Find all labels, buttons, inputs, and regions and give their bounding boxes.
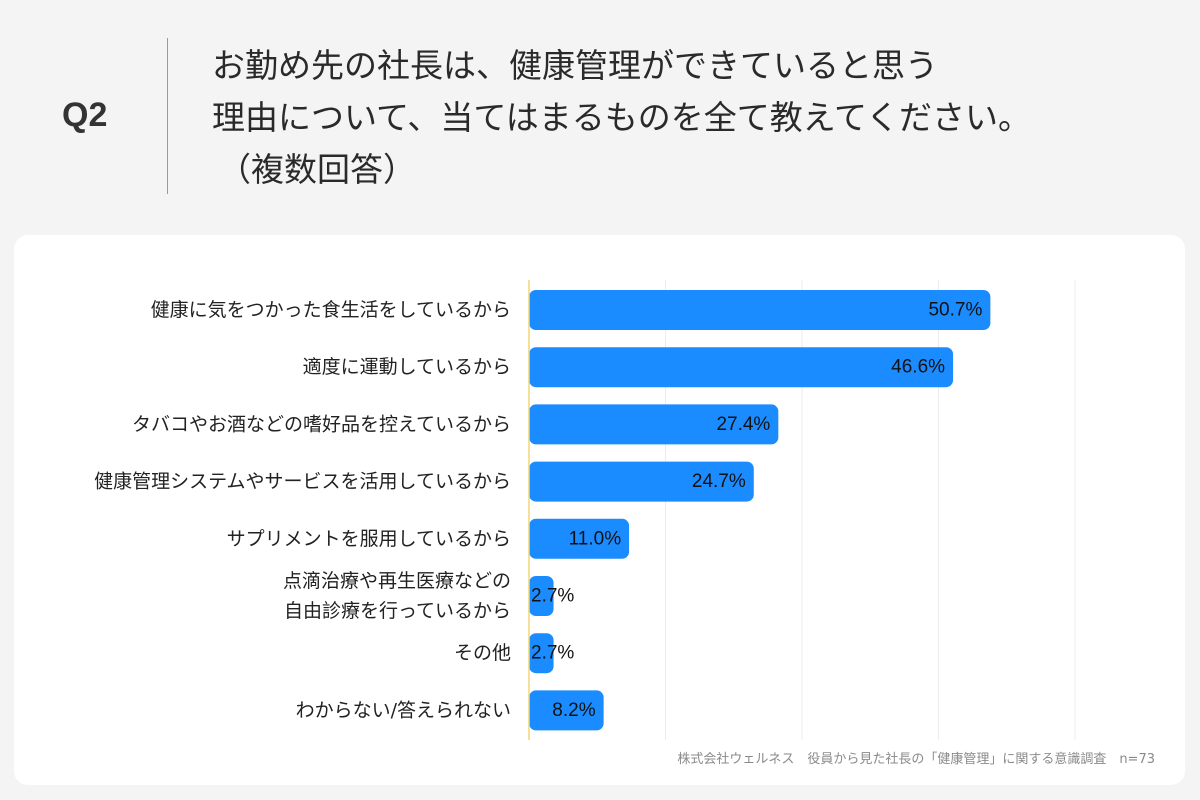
value-label: 27.4%: [716, 414, 770, 435]
bar: [529, 576, 554, 616]
category-label: 健康管理システムやサービスを活用しているから: [94, 471, 511, 493]
bar: [529, 633, 554, 674]
question-text: お勤め先の社長は、健康管理ができていると思う 理由について、当てはまるものを全て…: [212, 40, 1172, 196]
value-label: 2.7%: [531, 586, 574, 607]
chart-card: 健康に気をつかった食生活をしているから 50.7% 適度に運動しているから 46.6%…: [14, 235, 1185, 785]
value-label: 24.7%: [692, 471, 746, 492]
value-label: 50.7%: [928, 300, 982, 321]
category-label: 適度に運動しているから: [303, 356, 511, 378]
value-label: 2.7%: [531, 643, 574, 664]
category-label: その他: [454, 642, 511, 664]
bar-chart: 健康に気をつかった食生活をしているから 50.7% 適度に運動しているから 46.6%…: [94, 280, 1076, 740]
bar: [529, 518, 630, 559]
category-label: 自由診療を行っているから: [284, 600, 511, 622]
value-label: 11.0%: [569, 528, 622, 549]
question-number: Q2: [62, 96, 108, 134]
question-line: （複数回答）: [218, 150, 416, 189]
category-label: 点滴治療や再生医療などの: [283, 570, 511, 592]
bar: [529, 347, 954, 388]
bar: [529, 404, 779, 445]
question-line: お勤め先の社長は、健康管理ができていると思う: [212, 46, 938, 85]
category-label: サプリメントを服用しているから: [227, 528, 511, 550]
value-label: 8.2%: [552, 700, 595, 721]
source-note: 株式会社ウェルネス 役員から見た社長の「健康管理」に関する意識調査 n=73: [677, 752, 1155, 767]
bar: [529, 690, 604, 731]
header-divider: [167, 38, 168, 194]
category-label: わからない/答えられない: [296, 699, 511, 721]
bar: [529, 461, 754, 502]
category-label: 健康に気をつかった食生活をしているから: [151, 299, 511, 321]
value-label: 46.6%: [891, 357, 945, 378]
question-line: 理由について、当てはまるものを全て教えてください。: [212, 98, 1032, 137]
category-label: タバコやお酒などの嗜好品を控えているから: [132, 413, 511, 435]
bar: [529, 290, 991, 330]
